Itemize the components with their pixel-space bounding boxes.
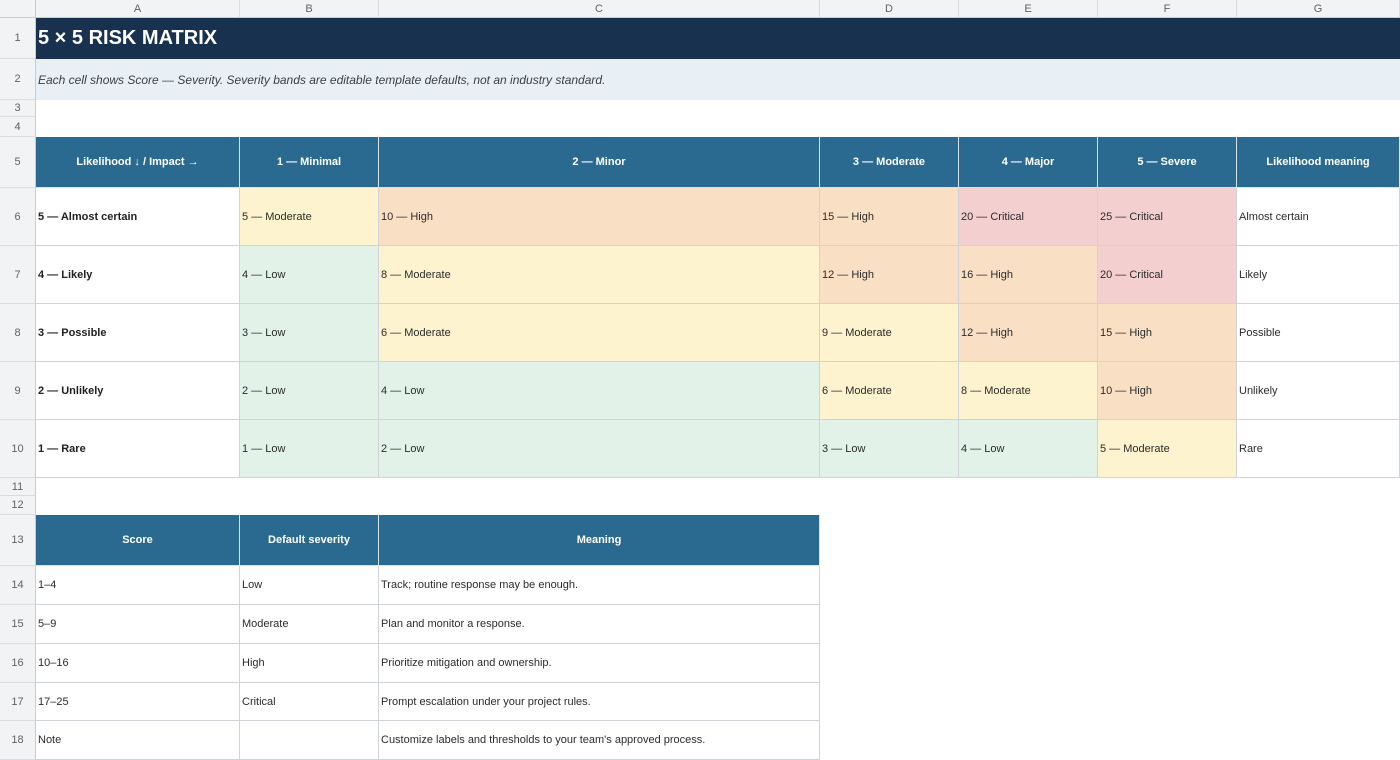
row-header-5[interactable]: 5 [0,137,36,188]
matrix-cell[interactable]: 10 — High [379,188,820,246]
legend-meaning-cell[interactable]: Prompt escalation under your project rul… [379,683,820,721]
legend-severity-cell[interactable]: Low [240,566,379,605]
legend-header-severity[interactable]: Default severity [240,515,379,566]
matrix-cell[interactable]: 8 — Moderate [379,246,820,304]
matrix-cell[interactable]: 15 — High [820,188,959,246]
legend-score-cell[interactable]: 1–4 [36,566,240,605]
likelihood-meaning-cell[interactable]: Possible [1237,304,1400,362]
impact-header-5[interactable]: 5 — Severe [1098,137,1237,188]
row-header-9[interactable]: 9 [0,362,36,420]
matrix-cell[interactable]: 2 — Low [240,362,379,420]
legend-severity-cell[interactable] [240,721,379,760]
legend-severity-cell[interactable]: Moderate [240,605,379,644]
row-header-15[interactable]: 15 [0,605,36,644]
row-header-10[interactable]: 10 [0,420,36,478]
column-header-g[interactable]: G [1237,0,1400,18]
sheet-corner[interactable] [0,0,36,18]
sheet-title[interactable]: 5 × 5 RISK MATRIX [36,18,1400,59]
impact-header-4[interactable]: 4 — Major [959,137,1098,188]
likelihood-meaning-header[interactable]: Likelihood meaning [1237,137,1400,188]
matrix-cell[interactable]: 15 — High [1098,304,1237,362]
row-header-13[interactable]: 13 [0,515,36,566]
matrix-cell[interactable]: 1 — Low [240,420,379,478]
matrix-cell[interactable]: 5 — Moderate [1098,420,1237,478]
column-header-d[interactable]: D [820,0,959,18]
row-header-18[interactable]: 18 [0,721,36,760]
row-header-6[interactable]: 6 [0,188,36,246]
row-header-16[interactable]: 16 [0,644,36,683]
legend-score-cell[interactable]: 5–9 [36,605,240,644]
likelihood-label[interactable]: 4 — Likely [36,246,240,304]
matrix-cell[interactable]: 20 — Critical [959,188,1098,246]
matrix-cell[interactable]: 2 — Low [379,420,820,478]
matrix-cell[interactable]: 10 — High [1098,362,1237,420]
legend-header-meaning[interactable]: Meaning [379,515,820,566]
matrix-cell[interactable]: 16 — High [959,246,1098,304]
legend-score-cell[interactable]: 17–25 [36,683,240,721]
column-header-c[interactable]: C [379,0,820,18]
matrix-cell[interactable]: 12 — High [959,304,1098,362]
legend-severity-cell[interactable]: High [240,644,379,683]
legend-meaning-cell[interactable]: Track; routine response may be enough. [379,566,820,605]
column-header-f[interactable]: F [1098,0,1237,18]
likelihood-meaning-cell[interactable]: Rare [1237,420,1400,478]
row-header-11[interactable]: 11 [0,478,36,496]
likelihood-label[interactable]: 5 — Almost certain [36,188,240,246]
matrix-cell[interactable]: 3 — Low [820,420,959,478]
matrix-cell[interactable]: 4 — Low [379,362,820,420]
matrix-cell[interactable]: 20 — Critical [1098,246,1237,304]
row-header-7[interactable]: 7 [0,246,36,304]
legend-meaning-cell[interactable]: Prioritize mitigation and ownership. [379,644,820,683]
row-header-12[interactable]: 12 [0,496,36,515]
matrix-cell[interactable]: 25 — Critical [1098,188,1237,246]
row-header-8[interactable]: 8 [0,304,36,362]
row-header-4[interactable]: 4 [0,117,36,137]
matrix-corner-header[interactable]: Likelihood ↓ / Impact → [36,137,240,188]
row-header-3[interactable]: 3 [0,100,36,117]
column-header-a[interactable]: A [36,0,240,18]
column-header-e[interactable]: E [959,0,1098,18]
matrix-cell[interactable]: 9 — Moderate [820,304,959,362]
row-header-1[interactable]: 1 [0,18,36,59]
matrix-cell[interactable]: 6 — Moderate [379,304,820,362]
legend-meaning-cell[interactable]: Plan and monitor a response. [379,605,820,644]
likelihood-meaning-cell[interactable]: Likely [1237,246,1400,304]
sheet-subtitle[interactable]: Each cell shows Score — Severity. Severi… [36,59,1400,100]
row-header-14[interactable]: 14 [0,566,36,605]
matrix-cell[interactable]: 6 — Moderate [820,362,959,420]
row-header-17[interactable]: 17 [0,683,36,721]
legend-score-cell[interactable]: 10–16 [36,644,240,683]
impact-header-1[interactable]: 1 — Minimal [240,137,379,188]
matrix-cell[interactable]: 12 — High [820,246,959,304]
likelihood-meaning-cell[interactable]: Unlikely [1237,362,1400,420]
matrix-cell[interactable]: 4 — Low [240,246,379,304]
matrix-cell[interactable]: 5 — Moderate [240,188,379,246]
legend-header-score[interactable]: Score [36,515,240,566]
row-header-2[interactable]: 2 [0,59,36,100]
legend-meaning-cell[interactable]: Customize labels and thresholds to your … [379,721,820,760]
matrix-cell[interactable]: 3 — Low [240,304,379,362]
impact-header-2[interactable]: 2 — Minor [379,137,820,188]
likelihood-label[interactable]: 2 — Unlikely [36,362,240,420]
matrix-cell[interactable]: 4 — Low [959,420,1098,478]
likelihood-label[interactable]: 1 — Rare [36,420,240,478]
legend-score-cell[interactable]: Note [36,721,240,760]
column-header-b[interactable]: B [240,0,379,18]
matrix-cell[interactable]: 8 — Moderate [959,362,1098,420]
likelihood-meaning-cell[interactable]: Almost certain [1237,188,1400,246]
likelihood-label[interactable]: 3 — Possible [36,304,240,362]
impact-header-3[interactable]: 3 — Moderate [820,137,959,188]
legend-severity-cell[interactable]: Critical [240,683,379,721]
